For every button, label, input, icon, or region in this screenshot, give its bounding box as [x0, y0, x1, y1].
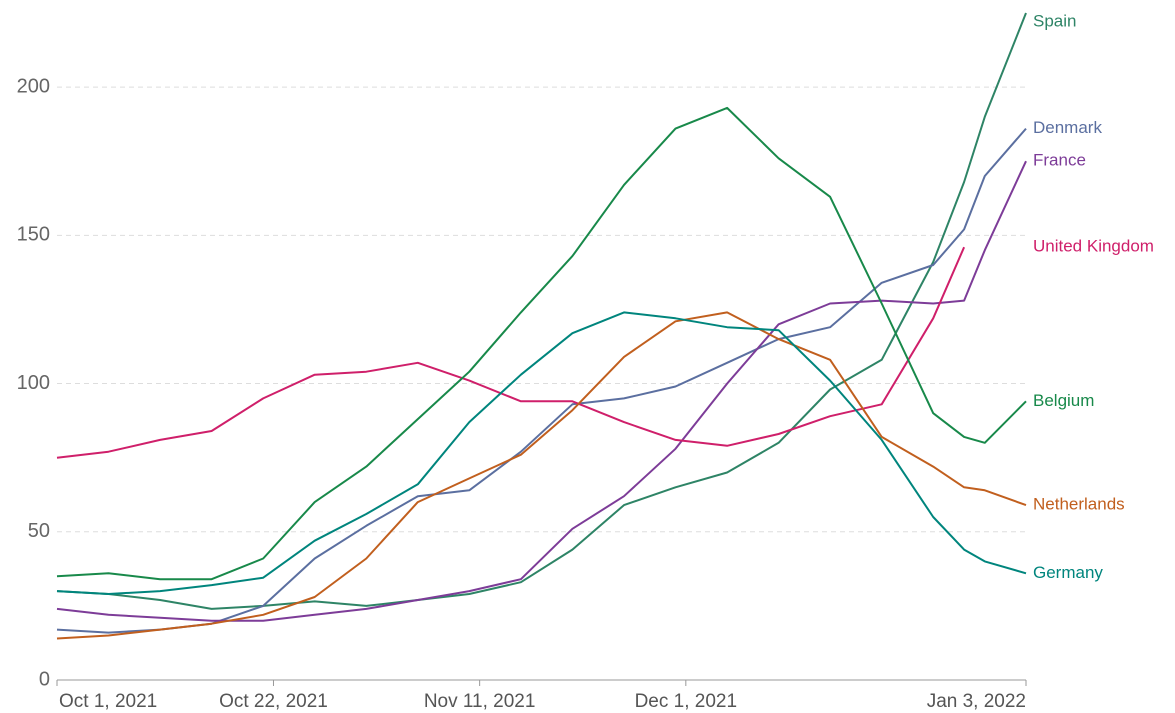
- y-tick-label: 150: [17, 224, 50, 246]
- series-label: Spain: [1033, 11, 1076, 30]
- series-label: Netherlands: [1033, 495, 1125, 514]
- series-line: [56, 311, 1027, 595]
- x-tick-label: Oct 22, 2021: [219, 691, 328, 712]
- y-tick-label: 50: [28, 520, 50, 542]
- series-line: [56, 311, 1027, 640]
- series-label: Germany: [1033, 563, 1103, 582]
- series-line: [56, 12, 1027, 610]
- x-tick-label: Jan 3, 2022: [927, 691, 1026, 712]
- series-line: [56, 246, 966, 459]
- x-tick-label: Nov 11, 2021: [424, 691, 536, 712]
- series-label: Denmark: [1033, 118, 1102, 137]
- y-tick-label: 0: [39, 668, 50, 690]
- y-tick-label: 200: [17, 75, 50, 97]
- series-label: United Kingdom: [1033, 237, 1154, 256]
- y-tick-label: 100: [17, 372, 50, 394]
- series-line: [56, 106, 1027, 581]
- series-label: Belgium: [1033, 391, 1094, 410]
- x-tick-label: Dec 1, 2021: [635, 691, 737, 712]
- series-line: [56, 127, 1027, 634]
- series-label: France: [1033, 151, 1086, 170]
- x-tick-label: Oct 1, 2021: [59, 691, 157, 712]
- series-line: [56, 160, 1027, 622]
